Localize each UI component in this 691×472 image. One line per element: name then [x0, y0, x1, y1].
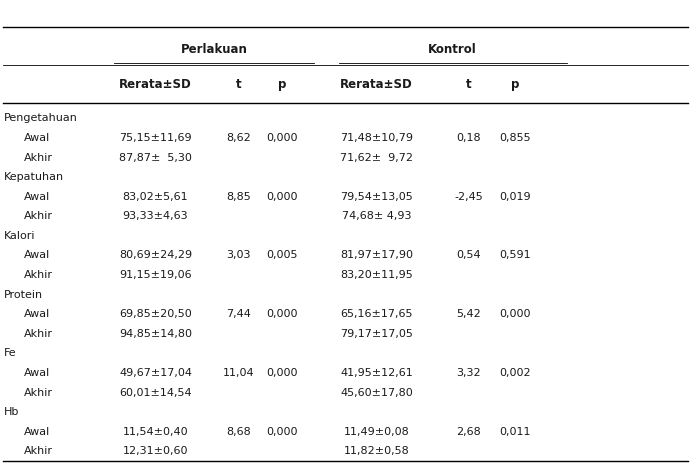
Text: Kepatuhan: Kepatuhan — [3, 172, 64, 182]
Text: 93,33±4,63: 93,33±4,63 — [123, 211, 188, 221]
Text: 0,000: 0,000 — [266, 133, 298, 143]
Text: 0,000: 0,000 — [499, 309, 531, 319]
Text: Awal: Awal — [24, 427, 50, 437]
Text: Protein: Protein — [3, 290, 43, 300]
Text: 75,15±11,69: 75,15±11,69 — [119, 133, 192, 143]
Text: 2,68: 2,68 — [456, 427, 481, 437]
Text: 69,85±20,50: 69,85±20,50 — [119, 309, 192, 319]
Text: 45,60±17,80: 45,60±17,80 — [340, 388, 413, 397]
Text: 11,04: 11,04 — [223, 368, 254, 378]
Text: 87,87±  5,30: 87,87± 5,30 — [119, 152, 192, 162]
Text: 0,002: 0,002 — [499, 368, 531, 378]
Text: p: p — [511, 78, 519, 92]
Text: 41,95±12,61: 41,95±12,61 — [340, 368, 413, 378]
Text: Perlakuan: Perlakuan — [181, 43, 247, 56]
Text: 8,85: 8,85 — [226, 192, 251, 202]
Text: 0,855: 0,855 — [499, 133, 531, 143]
Text: 0,011: 0,011 — [499, 427, 531, 437]
Text: 91,15±19,06: 91,15±19,06 — [119, 270, 192, 280]
Text: 80,69±24,29: 80,69±24,29 — [119, 251, 192, 261]
Text: Akhir: Akhir — [24, 329, 53, 339]
Text: Rerata±SD: Rerata±SD — [119, 78, 192, 92]
Text: Kalori: Kalori — [3, 231, 35, 241]
Text: Awal: Awal — [24, 133, 50, 143]
Text: 79,17±17,05: 79,17±17,05 — [340, 329, 413, 339]
Text: Akhir: Akhir — [24, 211, 53, 221]
Text: Awal: Awal — [24, 192, 50, 202]
Text: 3,03: 3,03 — [226, 251, 251, 261]
Text: 81,97±17,90: 81,97±17,90 — [340, 251, 413, 261]
Text: 8,68: 8,68 — [226, 427, 251, 437]
Text: t: t — [236, 78, 241, 92]
Text: 94,85±14,80: 94,85±14,80 — [119, 329, 192, 339]
Text: 83,02±5,61: 83,02±5,61 — [123, 192, 188, 202]
Text: Awal: Awal — [24, 309, 50, 319]
Text: 7,44: 7,44 — [226, 309, 251, 319]
Text: 11,82±0,58: 11,82±0,58 — [343, 447, 410, 456]
Text: Akhir: Akhir — [24, 388, 53, 397]
Text: p: p — [278, 78, 286, 92]
Text: Rerata±SD: Rerata±SD — [340, 78, 413, 92]
Text: 0,005: 0,005 — [266, 251, 298, 261]
Text: 83,20±11,95: 83,20±11,95 — [340, 270, 413, 280]
Text: Akhir: Akhir — [24, 447, 53, 456]
Text: 0,18: 0,18 — [456, 133, 481, 143]
Text: 65,16±17,65: 65,16±17,65 — [341, 309, 413, 319]
Text: t: t — [466, 78, 471, 92]
Text: 11,54±0,40: 11,54±0,40 — [123, 427, 188, 437]
Text: Awal: Awal — [24, 368, 50, 378]
Text: 60,01±14,54: 60,01±14,54 — [119, 388, 192, 397]
Text: 0,000: 0,000 — [266, 427, 298, 437]
Text: 79,54±13,05: 79,54±13,05 — [340, 192, 413, 202]
Text: 5,42: 5,42 — [456, 309, 481, 319]
Text: 0,54: 0,54 — [456, 251, 481, 261]
Text: -2,45: -2,45 — [454, 192, 483, 202]
Text: 71,48±10,79: 71,48±10,79 — [340, 133, 413, 143]
Text: 0,591: 0,591 — [499, 251, 531, 261]
Text: Akhir: Akhir — [24, 270, 53, 280]
Text: Fe: Fe — [3, 348, 16, 358]
Text: 8,62: 8,62 — [226, 133, 251, 143]
Text: 3,32: 3,32 — [456, 368, 481, 378]
Text: 0,000: 0,000 — [266, 309, 298, 319]
Text: 0,000: 0,000 — [266, 368, 298, 378]
Text: 74,68± 4,93: 74,68± 4,93 — [342, 211, 411, 221]
Text: Kontrol: Kontrol — [428, 43, 477, 56]
Text: 0,019: 0,019 — [499, 192, 531, 202]
Text: Awal: Awal — [24, 251, 50, 261]
Text: Pengetahuan: Pengetahuan — [3, 113, 77, 123]
Text: 0,000: 0,000 — [266, 192, 298, 202]
Text: Akhir: Akhir — [24, 152, 53, 162]
Text: 49,67±17,04: 49,67±17,04 — [119, 368, 192, 378]
Text: 11,49±0,08: 11,49±0,08 — [343, 427, 410, 437]
Text: 71,62±  9,72: 71,62± 9,72 — [340, 152, 413, 162]
Text: Hb: Hb — [3, 407, 19, 417]
Text: 12,31±0,60: 12,31±0,60 — [123, 447, 188, 456]
